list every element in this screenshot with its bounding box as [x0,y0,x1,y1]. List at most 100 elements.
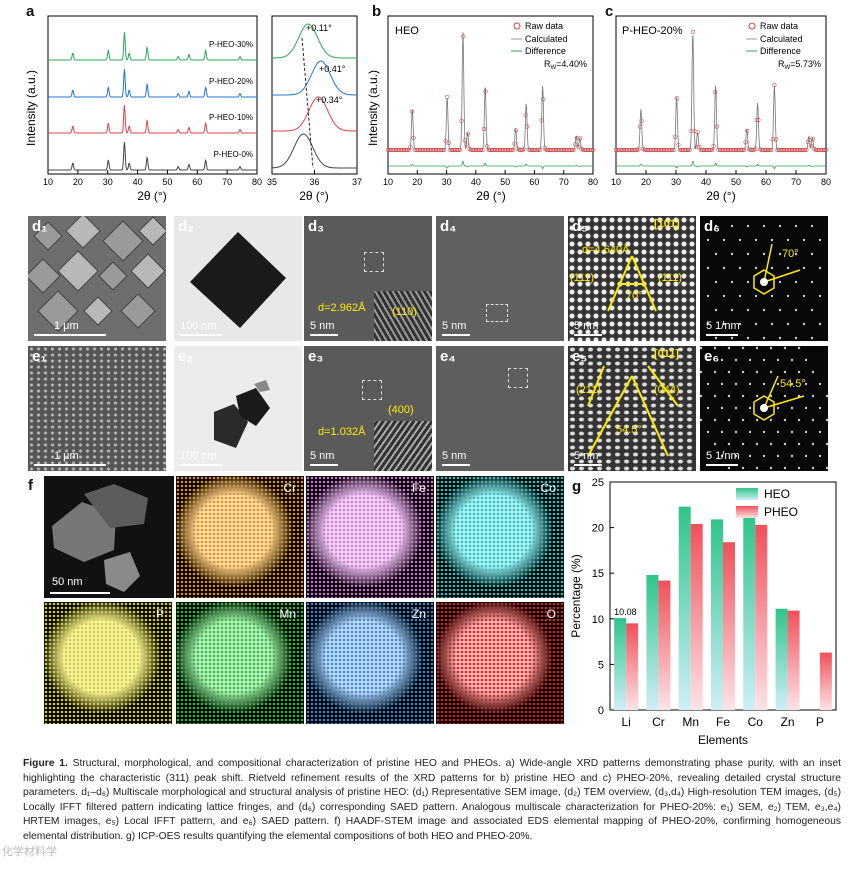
e3-plane: (400) [388,404,414,416]
e3-dspacing: d=1.032Å [318,426,366,438]
a-inset-ann-3: +0.34° [316,95,343,105]
xtick-label: 10 [612,177,621,187]
d5-scale-bar [574,334,602,336]
diffraction-spot [730,336,734,340]
c-xlabel: 2θ (°) [706,189,735,203]
f-scale: 50 nm [52,576,83,588]
g-legend-pheo: PHEO [764,505,798,519]
panel-label-b: b [372,3,382,20]
diffraction-spot [794,224,798,228]
crystal [138,216,166,246]
diffraction-spot [720,382,724,386]
figure-caption: Figure 1. Structural, morphological, and… [23,757,841,845]
diffraction-spot [706,382,710,386]
diffraction-spot [730,224,734,228]
diffraction-spot [755,370,759,374]
c-legend-raw-marker [748,22,756,30]
crystal [98,261,128,291]
xtick-label: 70 [559,177,569,187]
g-xtick-label: Co [748,715,764,729]
g-xtick-label: P [816,715,824,729]
e1-sem-image: e₁ 1 μm [28,346,166,471]
b-xlabel: 2θ (°) [476,189,505,203]
d4-hrtem-image: d₄ 5 nm [436,216,564,341]
diffraction-spot [794,280,798,284]
diffraction-spot [722,238,726,242]
difference-line [616,160,826,170]
e5-angle: 54.5° [616,424,642,436]
xtick-label: 20 [641,177,651,187]
diffraction-spot [713,370,717,374]
diffraction-spot [804,382,808,386]
a-inset-ann-2: +0.41° [319,64,346,74]
diffraction-spot [776,382,780,386]
diffraction-spot [738,322,742,326]
d3-scale: 5 nm [310,320,335,332]
diffraction-spot [754,322,758,326]
eds-map-p: P [44,602,172,724]
diffraction-spot [762,358,766,362]
diffraction-spot [734,382,738,386]
d1-scale: 1 μm [54,320,79,332]
e2-tem-image: e₂ 100 nm [174,346,302,471]
diffraction-spot [720,406,724,410]
diffraction-spot [818,238,822,242]
g-xtick-label: Mn [682,715,699,729]
diffraction-spot [770,294,774,298]
calculated-line [388,32,593,151]
bar-pheo-mn [690,523,703,710]
d3-hrtem-image: d₃ (110) d=2.962Å 5 nm [304,216,432,341]
raw-point [690,29,695,35]
diffraction-spot [727,466,731,470]
d6-scale: 5 1/nm [706,320,740,332]
crystal [37,290,79,332]
crystal [130,253,166,289]
diffraction-spot [741,370,745,374]
diffraction-spot [746,308,750,312]
a-series-0 [48,32,257,61]
diffraction-spot [706,430,710,434]
diffraction-spot [810,280,814,284]
diffraction-spot [776,454,780,458]
diffraction-spot [769,466,773,470]
a-series-label-20: P-HEO-20% [209,77,253,86]
e4-hrtem-image: e₄ 5 nm [436,346,564,471]
g-ytick-label: 20 [592,523,604,535]
a-inset-guide [301,37,314,169]
diffraction-spot [769,370,773,374]
diffraction-spot [706,266,710,270]
e3-scale: 5 nm [310,450,335,462]
g-ytick-label: 5 [598,659,604,671]
diffraction-spot [730,280,734,284]
d4-scale: 5 nm [442,320,467,332]
diffraction-spot [755,418,759,422]
diffraction-spot [769,346,773,350]
diffraction-spot [811,442,815,446]
diffraction-spot [727,418,731,422]
a-series-3 [48,142,257,171]
e3-roi-box [362,380,382,400]
e5-label: e₅ [572,348,588,365]
diffraction-spot [722,266,726,270]
eds-map-cr: Cr [176,476,304,598]
xtick-label: 50 [500,177,510,187]
xtick-label: 50 [731,177,741,187]
bar-pheo-co [755,524,768,710]
diffraction-spot [748,454,752,458]
diffraction-spot [754,294,758,298]
xtick-label: 60 [529,177,539,187]
bar-heo-fe [711,519,723,710]
xtick-label: 60 [761,177,771,187]
diffraction-spot [755,346,759,350]
diffraction-spot [797,466,801,470]
b-frame [387,15,594,175]
diffraction-spot [713,442,717,446]
diffraction-spot [734,406,738,410]
bar-heo-co [743,517,756,710]
diffraction-spot [783,370,787,374]
diffraction-spot [804,406,808,410]
d4-scale-bar [442,334,470,336]
diffraction-spot [713,418,717,422]
diffraction-spot [778,308,782,312]
diffraction-spot [802,238,806,242]
